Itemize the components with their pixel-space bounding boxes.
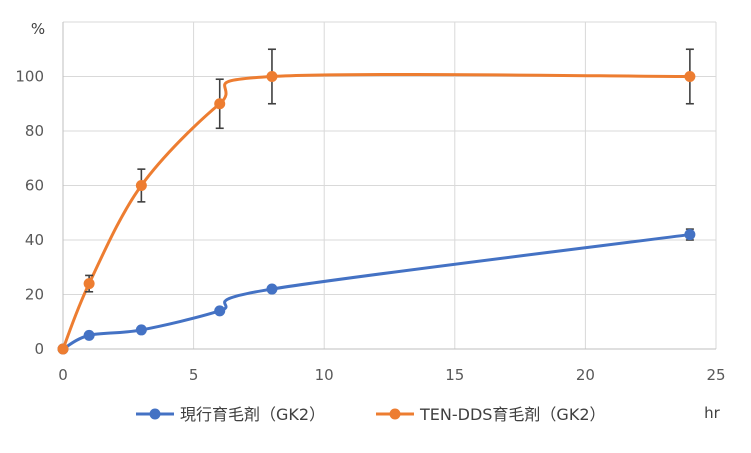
data-point: [83, 278, 95, 290]
y-tick-label: 100: [15, 68, 44, 86]
y-tick-label: 20: [25, 286, 44, 304]
legend-item-current: 現行育毛剤（GK2）: [136, 405, 325, 424]
data-point: [266, 283, 278, 295]
data-point: [135, 180, 147, 191]
data-point: [266, 71, 278, 82]
data-point: [214, 98, 226, 110]
x-tick-label: 20: [576, 366, 595, 384]
legend-marker-ten-dds: [389, 408, 401, 420]
legend-label-current: 現行育毛剤（GK2）: [180, 405, 325, 424]
y-unit-label: %: [31, 20, 45, 38]
y-tick-label: 80: [25, 122, 44, 140]
legend-marker-current: [149, 408, 161, 420]
series-group: [57, 48, 696, 355]
x-tick-label: 15: [445, 366, 464, 384]
data-point: [135, 324, 147, 336]
legend-label-ten-dds: TEN-DDS育毛剤（GK2）: [419, 405, 606, 424]
legend-item-ten-dds: TEN-DDS育毛剤（GK2）: [376, 405, 606, 424]
x-tick-label: 25: [706, 366, 725, 384]
data-point: [684, 71, 696, 82]
data-point: [684, 229, 696, 241]
x-unit-label: hr: [704, 404, 721, 422]
data-point: [83, 329, 95, 341]
tick-labels: 0 20 40 60 80 100 0 5 10 15 20 25: [15, 68, 725, 385]
grid: [63, 21, 717, 349]
data-point: [57, 343, 69, 355]
x-tick-label: 10: [315, 366, 334, 384]
legend: 現行育毛剤（GK2） TEN-DDS育毛剤（GK2）: [136, 405, 606, 424]
x-tick-label: 5: [189, 366, 199, 384]
series-line: [61, 72, 692, 351]
x-tick-label: 0: [58, 366, 68, 384]
data-point: [214, 305, 226, 317]
y-tick-label: 0: [34, 340, 44, 358]
series-0: [57, 228, 696, 355]
axes: [62, 22, 716, 350]
series-line: [61, 233, 692, 351]
series-1: [57, 48, 696, 355]
y-tick-label: 60: [25, 177, 44, 195]
y-tick-label: 40: [25, 231, 44, 249]
